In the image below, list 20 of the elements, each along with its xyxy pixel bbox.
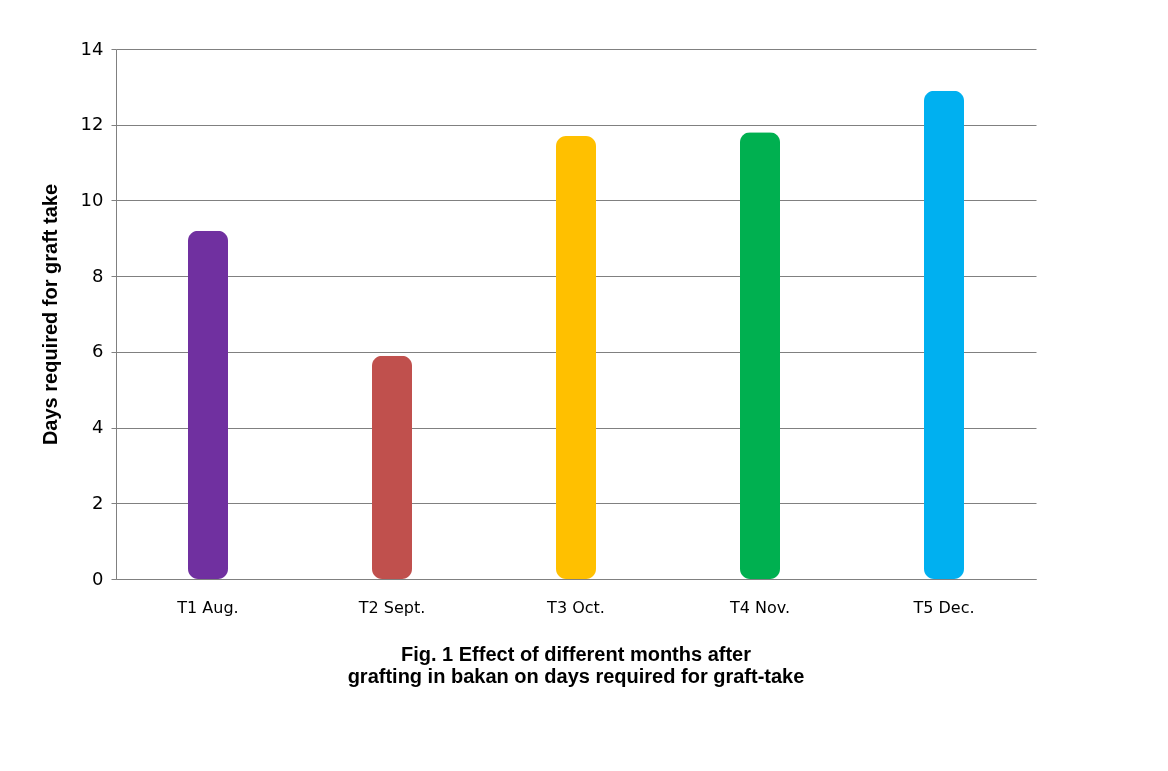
y-tick-label: 6 [92, 340, 104, 362]
bar [556, 136, 596, 579]
y-tick-label: 8 [92, 264, 104, 286]
text: Fig. 1 Effect of different months after grafting in bakan on days required for graft-take [347, 643, 805, 687]
y-tick-label: 0 [92, 567, 104, 589]
x-tick-label: T4 Nov. [728, 597, 791, 617]
y-axis-title: Days required for graft take [38, 183, 61, 446]
x-tick-label: T2 Sept. [357, 597, 426, 617]
y-tick-label: 12 [80, 113, 104, 135]
x-tick-label: T1 Aug. [176, 597, 239, 617]
y-tick-label: 14 [80, 37, 104, 59]
bar [372, 355, 412, 579]
x-tick-label: T3 Oct. [546, 597, 605, 617]
bar [188, 230, 228, 579]
y-tick-label: 4 [92, 416, 104, 438]
bar [740, 132, 780, 579]
y-tick-label: 2 [92, 491, 104, 513]
y-tick-label: 10 [80, 188, 104, 210]
x-tick-label: T5 Dec. [912, 597, 975, 617]
bar [924, 90, 964, 579]
